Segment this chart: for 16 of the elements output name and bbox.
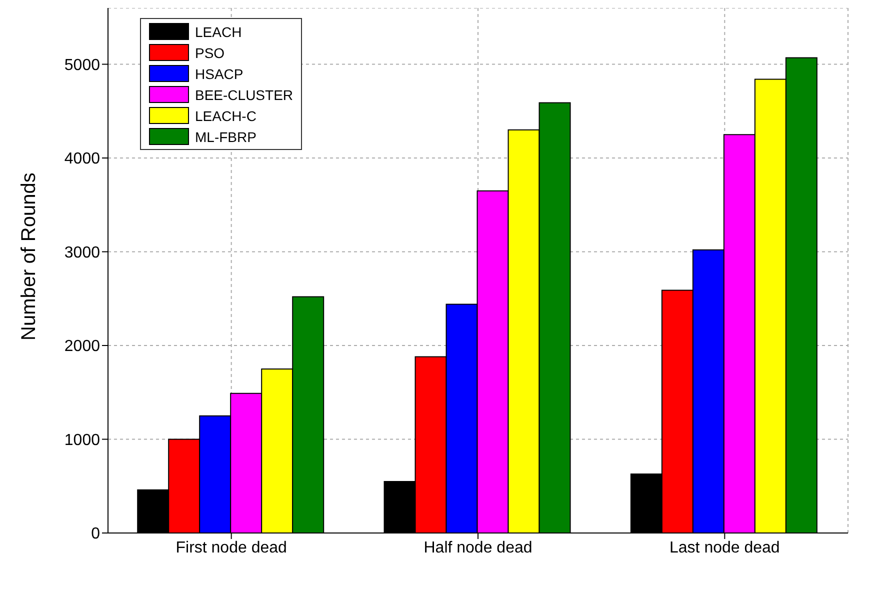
y-tick-label: 2000 [64,338,100,356]
y-tick-label: 0 [91,526,100,543]
legend-label: BEE-CLUSTER [195,86,294,102]
legend-label: PSO [195,44,225,60]
y-axis-title: Number of Rounds [18,172,40,340]
y-tick-label: 1000 [64,432,100,449]
legend-label: HSACP [195,66,244,82]
x-tick-label: Half node dead [424,539,532,556]
legend-label: LEACH-C [195,108,256,124]
y-tick-label: 3000 [64,244,100,262]
x-tick-label: Last node dead [670,539,780,556]
legend-label: LEACH [195,24,242,40]
y-tick-label: 4000 [64,150,100,168]
y-tick-label: 5000 [64,56,100,74]
legend-label: ML-FBRP [195,128,256,144]
x-tick-label: First node dead [176,539,287,556]
